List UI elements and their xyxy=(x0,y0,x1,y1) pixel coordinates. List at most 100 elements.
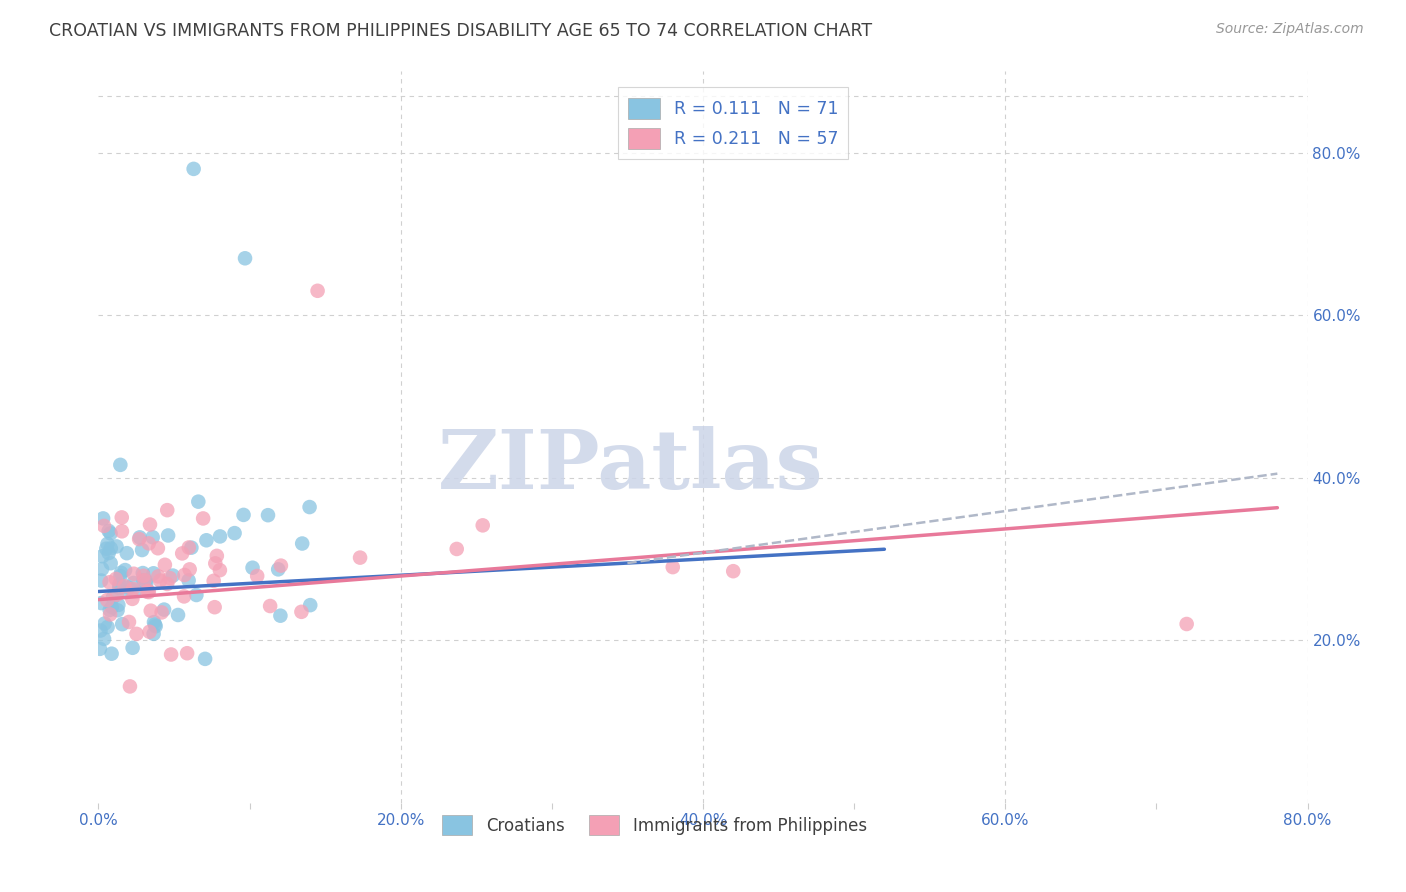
Point xyxy=(149,574,172,588)
Point xyxy=(153,602,176,616)
Point xyxy=(723,564,745,578)
Point xyxy=(186,588,208,602)
Point xyxy=(121,591,143,606)
Point xyxy=(138,536,160,550)
Point xyxy=(134,574,156,588)
Point xyxy=(93,616,115,631)
Point xyxy=(96,593,118,607)
Point xyxy=(136,584,159,599)
Point xyxy=(159,571,181,585)
Point xyxy=(110,569,132,583)
Point xyxy=(179,562,201,576)
Point xyxy=(90,596,112,610)
Point xyxy=(195,533,218,548)
Point xyxy=(97,546,120,560)
Point xyxy=(122,576,145,591)
Point xyxy=(150,606,173,620)
Point xyxy=(187,494,209,508)
Point xyxy=(156,503,179,517)
Point xyxy=(139,604,162,618)
Point xyxy=(91,549,114,564)
Point xyxy=(89,641,111,656)
Point xyxy=(267,562,290,576)
Point xyxy=(233,252,256,266)
Point xyxy=(148,569,170,583)
Legend: Croatians, Immigrants from Philippines: Croatians, Immigrants from Philippines xyxy=(436,808,873,842)
Point xyxy=(143,615,166,629)
Text: Source: ZipAtlas.com: Source: ZipAtlas.com xyxy=(1216,22,1364,37)
Point xyxy=(298,500,321,514)
Point xyxy=(136,583,159,598)
Point xyxy=(97,524,120,538)
Point xyxy=(100,556,122,570)
Point xyxy=(96,537,118,551)
Point xyxy=(91,562,114,576)
Point xyxy=(224,526,246,541)
Point xyxy=(93,519,115,533)
Point xyxy=(661,560,683,574)
Point xyxy=(98,607,121,622)
Point xyxy=(90,574,112,588)
Point xyxy=(118,680,141,694)
Point xyxy=(194,652,217,666)
Point xyxy=(105,540,128,554)
Point xyxy=(146,541,169,556)
Point xyxy=(135,576,157,591)
Point xyxy=(100,647,122,661)
Point xyxy=(138,624,160,639)
Point xyxy=(471,518,494,533)
Point xyxy=(257,508,280,523)
Point xyxy=(108,577,131,591)
Point xyxy=(121,640,143,655)
Point xyxy=(349,550,371,565)
Point xyxy=(115,585,138,599)
Point xyxy=(299,598,322,612)
Point xyxy=(142,530,165,544)
Point xyxy=(172,546,194,560)
Point xyxy=(204,557,226,571)
Point xyxy=(122,566,145,581)
Point xyxy=(290,605,312,619)
Point xyxy=(1175,617,1198,632)
Point xyxy=(242,560,264,574)
Point xyxy=(111,617,134,632)
Point xyxy=(160,648,183,662)
Point xyxy=(208,529,231,543)
Point xyxy=(114,579,136,593)
Point xyxy=(157,528,180,542)
Point xyxy=(291,536,314,550)
Point xyxy=(128,530,150,544)
Point xyxy=(177,541,200,555)
Point xyxy=(115,546,138,560)
Point xyxy=(98,575,121,590)
Point xyxy=(98,603,121,617)
Point xyxy=(100,541,122,556)
Point xyxy=(135,574,157,588)
Point xyxy=(111,510,134,524)
Text: CROATIAN VS IMMIGRANTS FROM PHILIPPINES DISABILITY AGE 65 TO 74 CORRELATION CHAR: CROATIAN VS IMMIGRANTS FROM PHILIPPINES … xyxy=(49,22,872,40)
Point xyxy=(307,284,329,298)
Point xyxy=(122,582,145,596)
Point xyxy=(204,600,226,615)
Point xyxy=(183,161,205,176)
Point xyxy=(132,574,155,588)
Point xyxy=(117,581,139,595)
Point xyxy=(108,581,131,595)
Point xyxy=(132,569,155,583)
Point xyxy=(446,541,468,556)
Point xyxy=(156,577,179,591)
Point xyxy=(270,558,292,573)
Point xyxy=(177,574,200,588)
Point xyxy=(91,511,114,525)
Point xyxy=(110,458,132,472)
Point xyxy=(114,563,136,577)
Point xyxy=(96,541,118,556)
Point xyxy=(142,627,165,641)
Point xyxy=(101,591,124,605)
Point xyxy=(124,583,146,598)
Point xyxy=(125,627,148,641)
Point xyxy=(128,532,150,546)
Point xyxy=(176,646,198,660)
Point xyxy=(180,541,202,555)
Point xyxy=(100,526,122,541)
